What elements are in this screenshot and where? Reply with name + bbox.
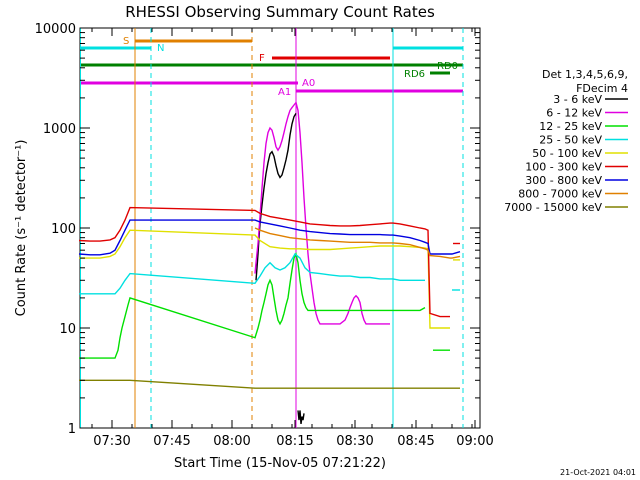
y-tick-label: 10000 — [35, 22, 76, 37]
legend-entry-label: 300 - 800 keV — [525, 174, 602, 187]
state-label: N — [157, 43, 164, 54]
y-tick-label: 1 — [68, 422, 76, 437]
state-bar — [296, 89, 463, 93]
state-label: RD6 — [404, 69, 425, 80]
x-tick-label: 09:00 — [456, 434, 493, 449]
x-tick-label: 08:00 — [213, 434, 250, 449]
legend-entry-label: 50 - 100 keV — [532, 147, 602, 160]
legend-entry-label: 6 - 12 keV — [546, 107, 602, 120]
y-tick-label: 10 — [59, 322, 76, 337]
y-axis-label: Count Rate (s⁻¹ detector⁻¹) — [14, 140, 29, 317]
legend-entry-label: 100 - 300 keV — [525, 161, 602, 174]
state-label: F — [259, 53, 265, 64]
state-bar — [81, 63, 463, 67]
axes-layer: 07:30 07:45 08:00 08:15 08:30 08:45 09:00 1 10 10… — [35, 22, 494, 449]
x-tick-label: 07:30 — [93, 434, 130, 449]
state-label: A1 — [278, 87, 291, 98]
state-bar — [81, 81, 298, 85]
x-axis-label: Start Time (15-Nov-05 07:21:22) — [174, 456, 386, 471]
y-tick-label: 1000 — [43, 122, 76, 137]
chart-title: RHESSI Observing Summary Count Rates — [125, 3, 435, 21]
x-tick-label: 08:15 — [276, 434, 313, 449]
state-bar — [81, 46, 151, 50]
state-bar — [430, 71, 450, 75]
state-label: S — [123, 36, 129, 47]
series-layer — [78, 100, 461, 424]
legend-entry-label: 800 - 7000 keV — [518, 188, 602, 201]
legend-entry-label: 7000 - 15000 keV — [504, 201, 602, 214]
legend-entry-label: 12 - 25 keV — [539, 120, 602, 133]
x-tick-label: 08:45 — [397, 434, 434, 449]
series-line — [78, 219, 461, 256]
x-tick-label: 07:45 — [153, 434, 190, 449]
state-bar — [135, 39, 252, 43]
series-line — [79, 379, 460, 389]
legend-entry-label: 25 - 50 keV — [539, 134, 602, 147]
state-bar — [272, 56, 390, 60]
footer-timestamp: 21-Oct-2021 04:01 — [560, 468, 636, 477]
series-line — [297, 410, 305, 424]
legend-entry-label: 3 - 6 keV — [553, 93, 602, 106]
legend-header-line-2: FDecim 4 — [576, 82, 628, 95]
series-line — [254, 100, 390, 325]
vertical-markers-layer — [80, 28, 464, 428]
series-line — [254, 227, 461, 259]
legend-header-line-1: Det 1,3,4,5,6,9, — [542, 68, 628, 81]
series-line — [79, 252, 425, 295]
state-bars-layer: S N F RD6 RD0 A0 A1 — [81, 36, 463, 98]
y-tick-label: 100 — [51, 222, 76, 237]
state-label: A0 — [302, 78, 315, 89]
series-line — [78, 206, 450, 318]
x-tick-label: 08:30 — [336, 434, 373, 449]
series-line — [79, 251, 426, 359]
state-label: RD0 — [437, 61, 458, 72]
state-bar — [393, 46, 463, 50]
